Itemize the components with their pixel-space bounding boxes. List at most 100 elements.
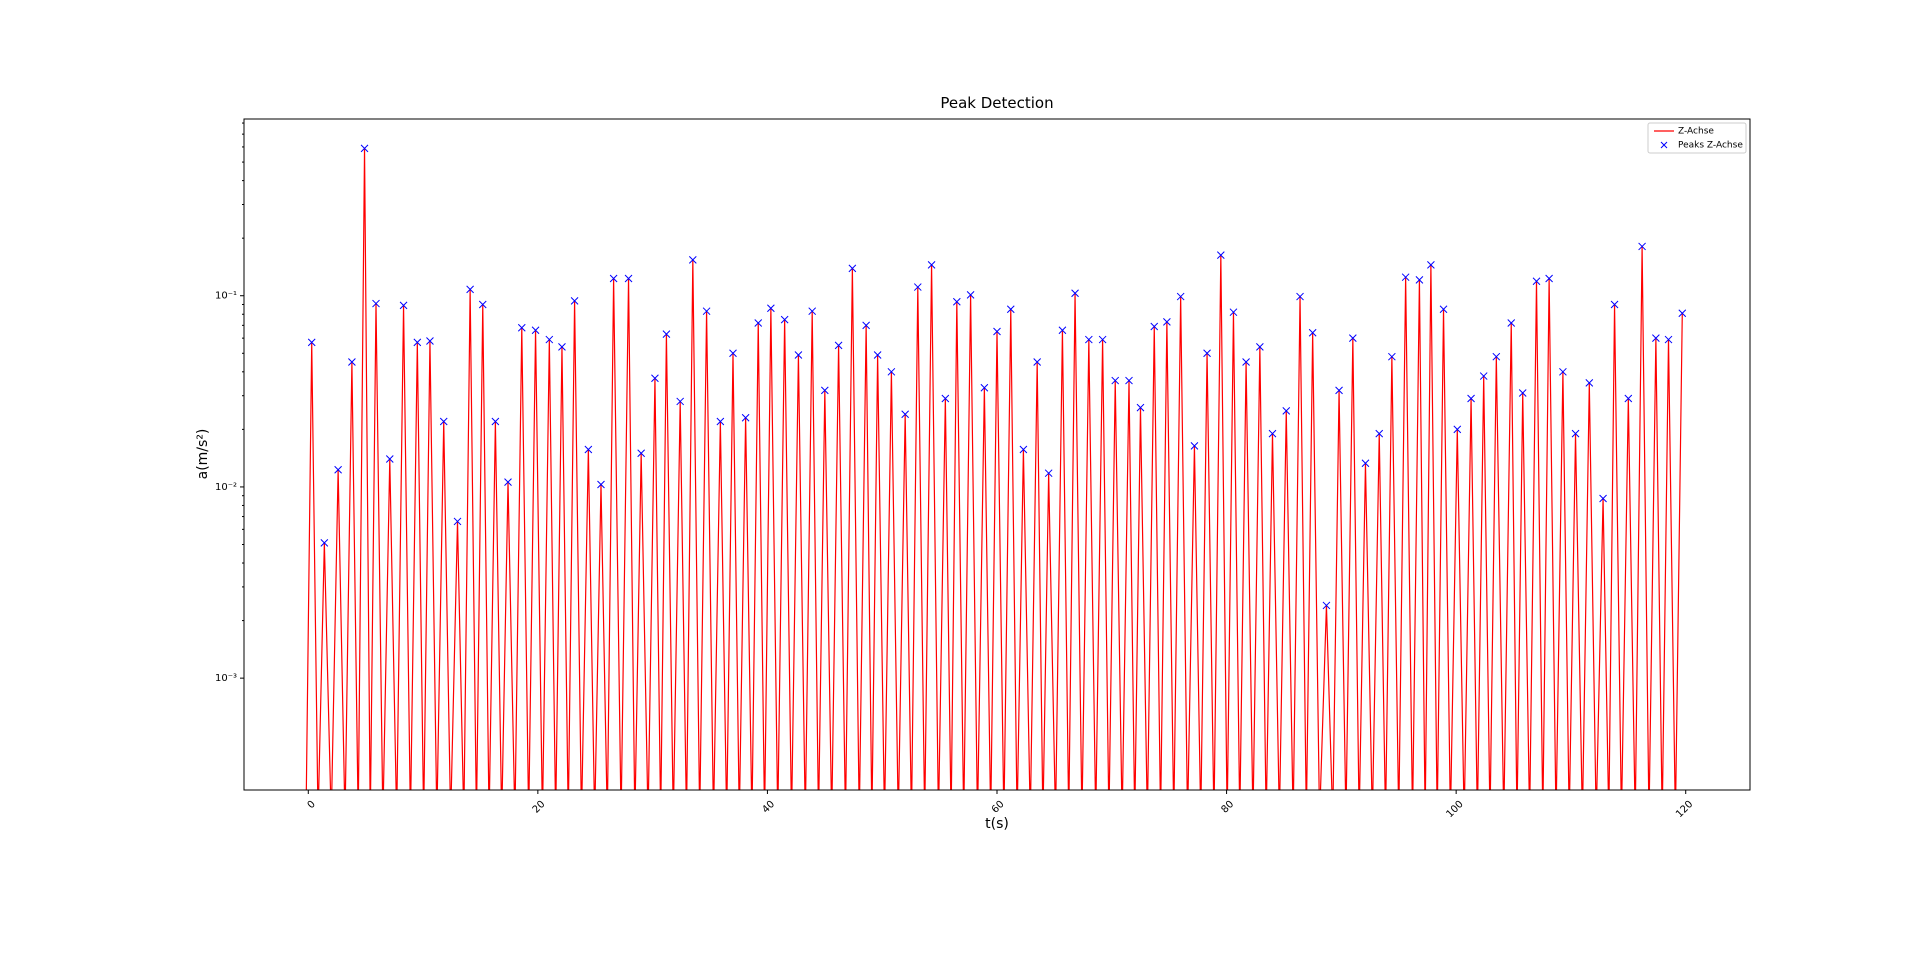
peak-marker — [637, 449, 646, 458]
peak-marker — [966, 291, 975, 299]
peak-marker — [716, 417, 725, 426]
peak-marker — [1296, 292, 1304, 301]
peak-marker — [1044, 469, 1053, 478]
peak-marker — [1098, 335, 1107, 344]
peak-marker — [504, 478, 512, 486]
y-tick-label: 10⁻² — [215, 482, 237, 493]
plot-area — [305, 144, 1687, 790]
peak-marker — [1216, 251, 1225, 260]
peak-marker — [848, 264, 857, 273]
peak-marker — [517, 323, 526, 332]
legend: Z-Achse Peaks Z-Achse — [1647, 122, 1747, 154]
peak-marker — [862, 321, 870, 330]
peak-marker — [348, 358, 356, 366]
peak-marker — [1176, 292, 1185, 301]
peak-marker — [1125, 376, 1133, 385]
peak-marker — [1479, 372, 1488, 380]
peak-marker — [1163, 318, 1171, 326]
x-axis-label: t(s) — [985, 816, 1009, 832]
peak-marker — [754, 319, 763, 327]
peak-marker — [1111, 376, 1120, 385]
peak-marker — [1268, 429, 1277, 438]
peak-marker — [901, 410, 910, 419]
peak-marker — [531, 326, 540, 335]
peak-marker — [1084, 335, 1093, 344]
peak-marker — [808, 307, 817, 316]
peak-marker — [651, 374, 659, 383]
peak-marker — [1322, 601, 1331, 610]
peak-marker — [1559, 367, 1567, 376]
peak-marker — [1467, 394, 1475, 403]
peak-marker — [320, 538, 329, 547]
y-tick-label: 10⁻¹ — [215, 291, 237, 302]
peak-marker — [1308, 328, 1317, 337]
peak-marker — [1203, 349, 1211, 358]
peak-marker — [741, 413, 750, 422]
peak-marker — [1624, 394, 1633, 403]
peak-marker — [478, 300, 487, 309]
peak-marker — [609, 274, 618, 283]
peak-marker — [1033, 358, 1042, 366]
peak-marker — [1150, 322, 1159, 331]
peak-marker — [688, 256, 697, 264]
peak-marker — [702, 307, 711, 316]
peak-marker — [372, 299, 380, 308]
peak-marker — [1006, 305, 1015, 314]
peak-marker — [1019, 445, 1028, 454]
peak-marker — [820, 386, 829, 395]
peak-marker — [873, 351, 882, 359]
peak-marker — [1388, 352, 1396, 361]
peak-marker — [927, 261, 936, 269]
peak-marker — [780, 315, 789, 324]
peak-marker — [1058, 326, 1067, 335]
peak-marker — [1492, 352, 1501, 361]
chart-title: Peak Detection — [940, 94, 1053, 112]
peak-marker — [334, 465, 342, 474]
peak-marker — [1361, 459, 1370, 468]
peak-marker — [1071, 289, 1079, 298]
peak-marker — [767, 304, 775, 313]
y-axis-label: a(m/s²) — [195, 429, 211, 480]
peak-marker — [491, 417, 500, 426]
peak-marker — [1439, 305, 1448, 314]
peak-marker — [662, 330, 671, 338]
peak-marker — [1242, 358, 1250, 366]
peak-marker — [887, 367, 896, 376]
legend-label: Z-Achse — [1678, 127, 1714, 137]
peak-marker — [453, 517, 462, 526]
peak-marker — [1585, 379, 1594, 387]
peak-marker — [1453, 425, 1462, 434]
peak-marker — [1427, 261, 1435, 269]
peak-marker — [1518, 389, 1527, 397]
peak-marker — [1532, 277, 1541, 286]
peak-marker — [676, 397, 685, 406]
legend-marker — [1660, 141, 1668, 149]
peak-marker — [413, 338, 422, 347]
peak-marker — [1375, 429, 1384, 438]
peak-marker — [466, 285, 474, 294]
peak-marker — [1136, 403, 1145, 412]
peak-marker — [584, 445, 593, 454]
peak-marker — [834, 341, 843, 350]
peak-marker — [426, 337, 434, 345]
peak-marker — [360, 144, 369, 153]
peak-marker — [624, 274, 633, 283]
peak-marker — [1282, 406, 1291, 415]
peak-marker — [1571, 429, 1580, 438]
peak-marker — [1652, 334, 1660, 342]
peak-marker — [545, 335, 554, 344]
peak-marker — [439, 417, 448, 426]
peak-marker — [597, 480, 605, 489]
peak-marker — [1256, 343, 1264, 351]
peak-marker — [307, 338, 316, 347]
peak-marker — [1678, 309, 1687, 318]
peak-marker — [1599, 494, 1607, 503]
peak-marker — [1610, 300, 1619, 309]
peak-marker — [1348, 334, 1357, 342]
peak-marker — [993, 327, 1001, 336]
peak-marker — [952, 297, 961, 306]
peak-marker — [941, 394, 950, 403]
